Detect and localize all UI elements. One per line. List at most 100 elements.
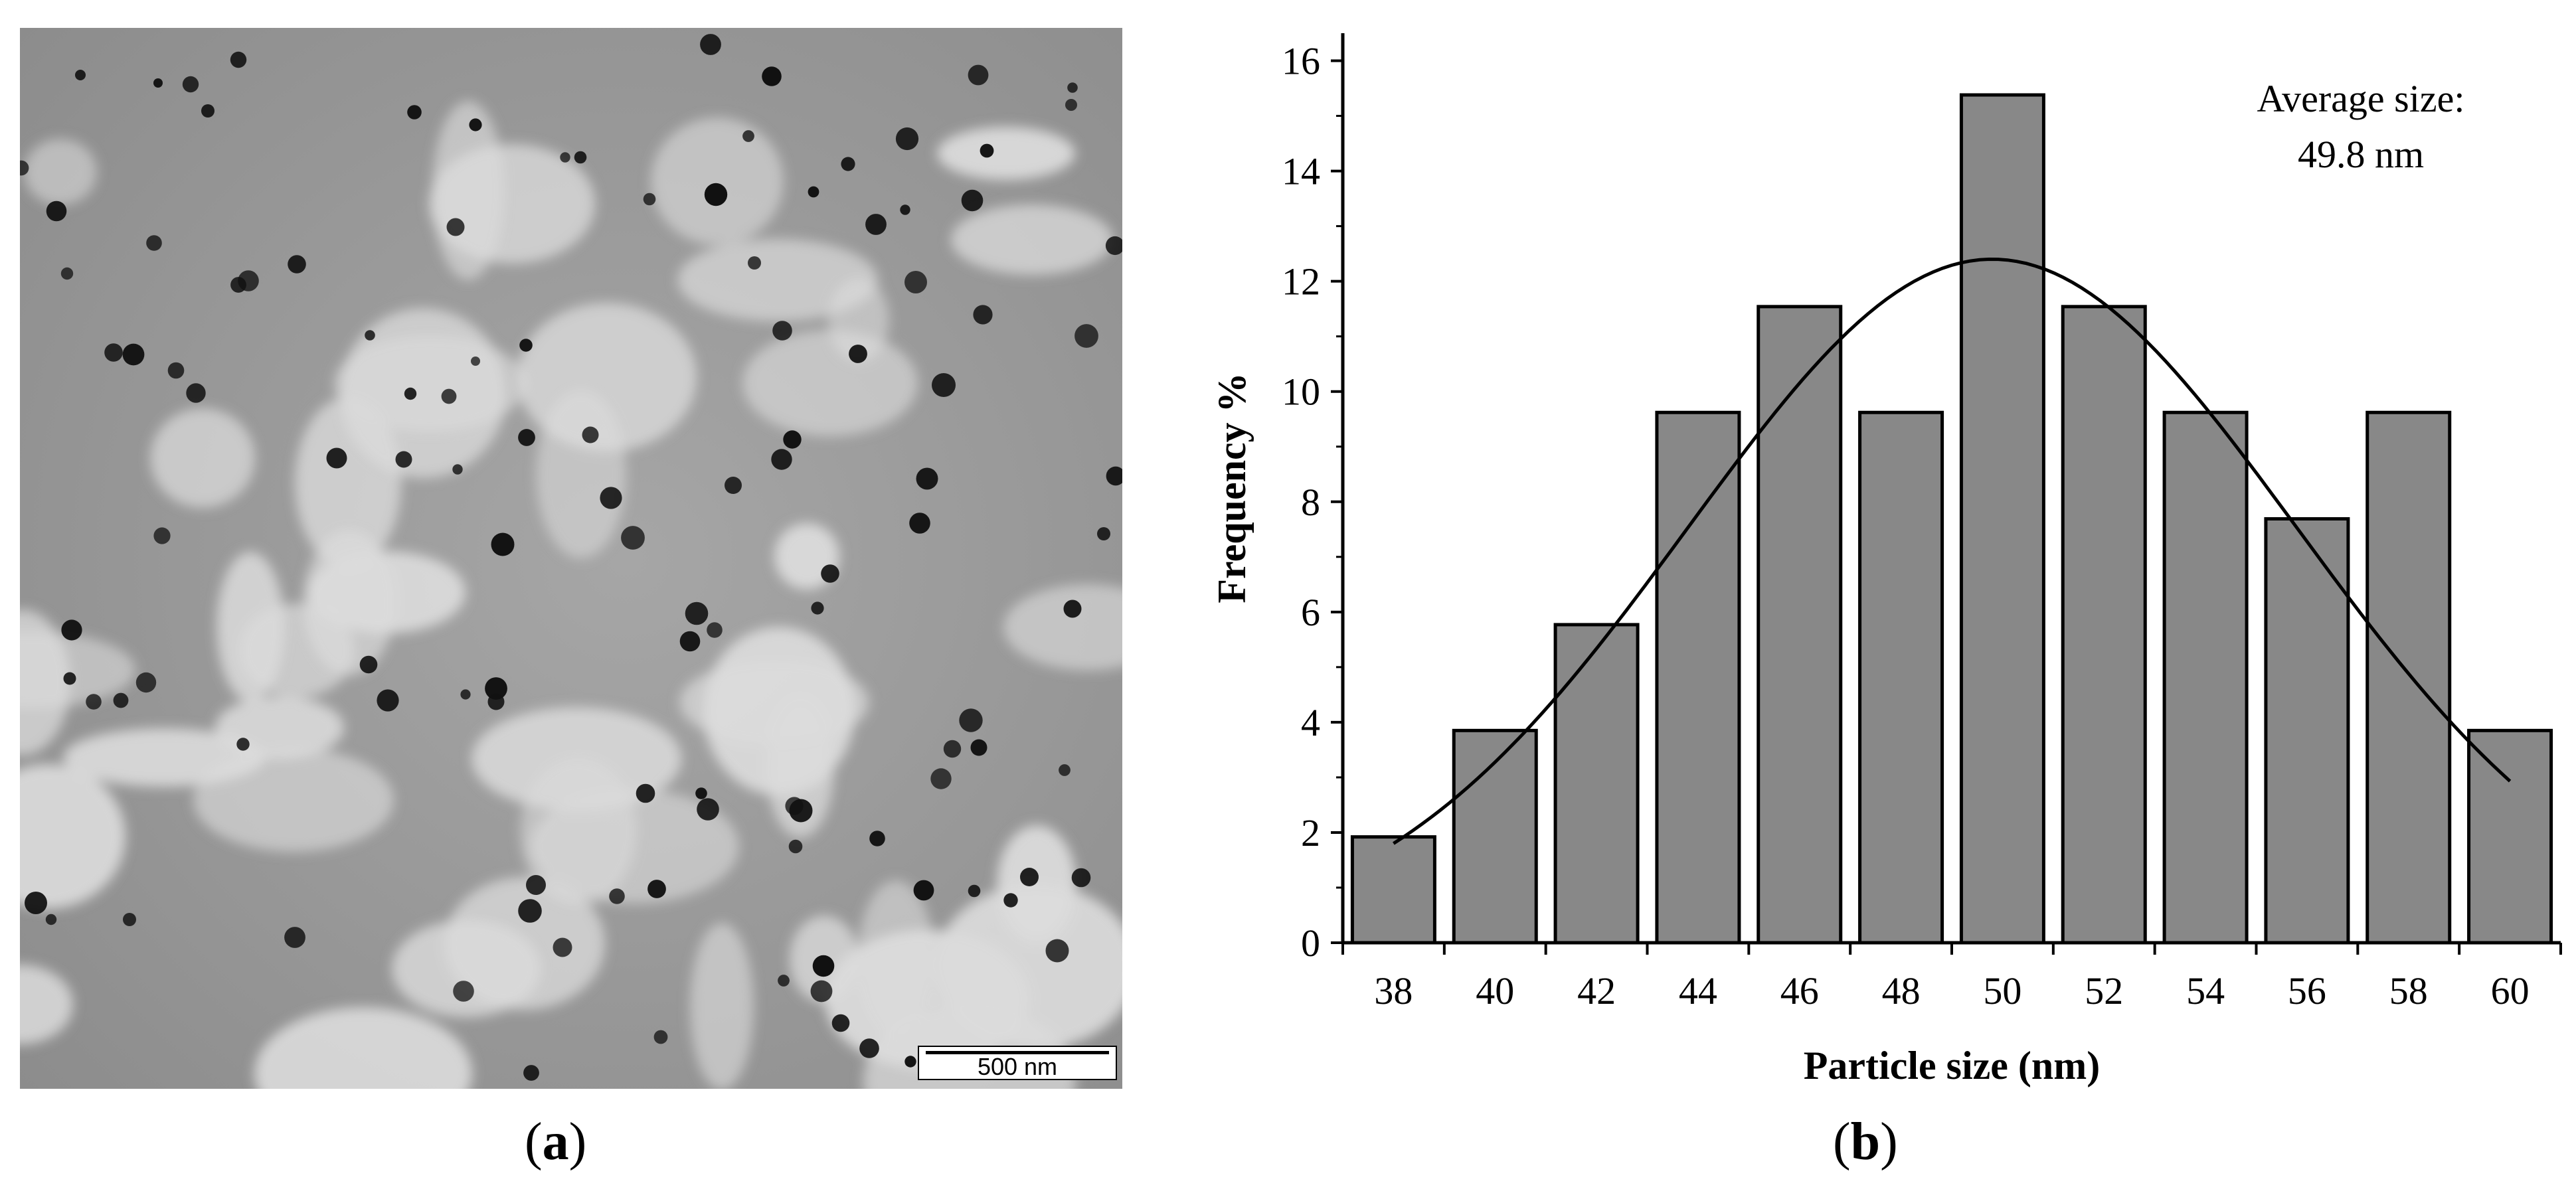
nanoparticle [970, 739, 987, 756]
x-tick-label: 42 [1577, 969, 1616, 1012]
light-domain [651, 118, 784, 245]
nanoparticle [808, 186, 819, 198]
nanoparticle [968, 884, 981, 898]
nanoparticle [697, 798, 719, 821]
y-tick-label: 0 [1301, 921, 1320, 965]
nanoparticle [25, 892, 47, 914]
nanoparticle [1020, 868, 1039, 886]
nanoparticle [785, 797, 804, 815]
nanoparticle [452, 464, 463, 475]
x-tick-label: 46 [1780, 969, 1819, 1012]
nanoparticle [762, 66, 782, 86]
nanoparticle [20, 160, 29, 176]
nanoparticle [60, 267, 74, 280]
nanoparticle [485, 677, 507, 700]
nanoparticle [1045, 939, 1069, 963]
nanoparticle [167, 362, 185, 379]
nanoparticle [849, 345, 867, 363]
nanoparticle [742, 130, 754, 142]
nanoparticle [1074, 324, 1098, 348]
nanoparticle [679, 631, 701, 652]
bar-50 [1959, 93, 2045, 945]
nanoparticle [404, 387, 417, 400]
light-domain [216, 552, 284, 702]
gaussian-fit-curve [1393, 257, 2512, 845]
nanoparticle [113, 692, 129, 708]
nanoparticle [518, 899, 542, 923]
scale-bar: 500 nm [918, 1046, 1117, 1080]
nanoparticle [560, 152, 570, 163]
light-domain [215, 696, 344, 759]
nanoparticle [135, 672, 157, 693]
nanoparticle [288, 255, 306, 274]
nanoparticle [961, 189, 984, 212]
x-tick-label: 52 [2085, 969, 2123, 1012]
x-tick-label: 58 [2389, 969, 2428, 1012]
light-domain [193, 748, 394, 852]
nanoparticle [471, 357, 480, 366]
light-domain [937, 127, 1075, 180]
nanoparticle [326, 447, 347, 469]
tem-micrograph: 500 nm [20, 28, 1122, 1089]
x-tick-label: 50 [1983, 969, 2021, 1012]
nanoparticle [1067, 82, 1078, 93]
nanoparticle [146, 235, 162, 251]
light-domain [20, 965, 73, 1044]
nanoparticle [1003, 893, 1018, 908]
light-domain [24, 139, 97, 205]
light-domain [677, 239, 878, 321]
nanoparticle [695, 787, 707, 799]
y-tick-label: 8 [1301, 481, 1320, 524]
nanoparticles [20, 34, 1122, 1081]
nanoparticle [201, 104, 215, 118]
light-domain [392, 920, 541, 1017]
light-domain [303, 530, 395, 675]
y-tick-label: 12 [1282, 260, 1320, 303]
nanoparticle [895, 127, 919, 151]
nanoparticle [821, 564, 839, 583]
nanoparticle [441, 388, 457, 404]
scale-bar-label: 500 nm [977, 1053, 1058, 1080]
nanoparticle [841, 157, 855, 171]
nanoparticle [182, 76, 199, 93]
bar-58 [2365, 410, 2452, 945]
nanoparticle [46, 200, 67, 222]
nanoparticle [1105, 236, 1122, 256]
nanoparticle [788, 839, 803, 854]
nanoparticle [916, 467, 938, 490]
nanoparticle [377, 689, 399, 712]
nanoparticle [230, 51, 247, 68]
bar-48 [1858, 410, 1944, 945]
x-tick-label: 38 [1374, 969, 1413, 1012]
nanoparticle [811, 601, 824, 615]
nanoparticle [783, 430, 802, 449]
x-tick-label: 60 [2491, 969, 2530, 1012]
average-size-label: Average size: [2257, 77, 2465, 120]
y-tick-label: 4 [1301, 701, 1320, 744]
nanoparticle [86, 694, 102, 710]
nanoparticle [518, 429, 535, 446]
nanoparticle [523, 1065, 539, 1081]
y-tick-label: 14 [1282, 150, 1320, 193]
light-domain [20, 631, 135, 708]
nanoparticle [122, 343, 145, 366]
light-domain [254, 1007, 472, 1089]
light-domain [429, 144, 595, 264]
nanoparticle [491, 532, 515, 556]
light-domain [20, 764, 126, 909]
nanoparticle [407, 105, 422, 120]
nanoparticle [909, 513, 930, 534]
nanoparticle [574, 151, 587, 164]
nanoparticle [123, 913, 136, 926]
y-tick-label: 2 [1301, 811, 1320, 854]
light-domain [690, 923, 754, 1089]
x-tick-label: 48 [1882, 969, 1921, 1012]
nanoparticle [526, 875, 546, 895]
nanoparticle [973, 305, 993, 325]
y-tick-label: 16 [1282, 40, 1320, 83]
nanoparticle [236, 738, 250, 751]
x-tick-label: 54 [2186, 969, 2225, 1012]
nanoparticle [600, 487, 622, 509]
nanoparticle [609, 888, 625, 904]
